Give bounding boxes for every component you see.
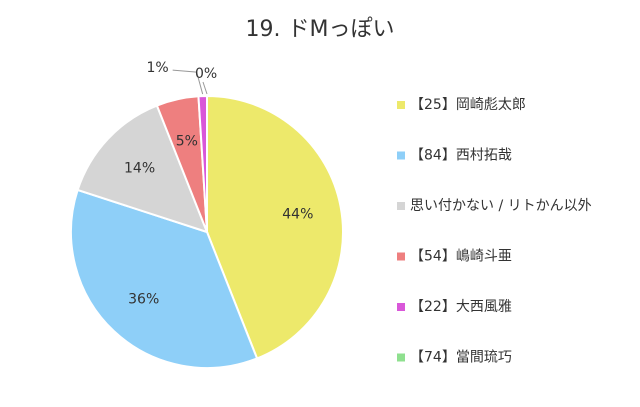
legend-label: 【25】岡崎彪太郎 bbox=[410, 97, 526, 113]
data-label: 1% bbox=[146, 60, 168, 76]
data-label: 14% bbox=[124, 161, 155, 177]
legend-swatch bbox=[397, 202, 405, 210]
legend-swatch bbox=[397, 151, 405, 160]
chart-title: 19. ドMっぽい bbox=[246, 17, 395, 42]
pie-slice bbox=[70, 188, 259, 369]
leader-line bbox=[172, 69, 204, 95]
leader-line bbox=[202, 81, 208, 95]
data-label: 5% bbox=[176, 134, 198, 150]
pie-slice bbox=[76, 104, 209, 234]
data-label: 44% bbox=[282, 207, 313, 223]
pie-slice bbox=[206, 94, 344, 360]
legend-swatch bbox=[397, 101, 405, 109]
legend-swatch bbox=[397, 353, 405, 362]
legend-swatch bbox=[397, 303, 405, 311]
legend-swatch bbox=[397, 252, 405, 261]
legend-label: 【74】當間琉巧 bbox=[410, 350, 512, 366]
legend-label: 【54】嶋崎斗亜 bbox=[410, 249, 512, 265]
data-label: 0% bbox=[195, 66, 217, 82]
data-label: 36% bbox=[128, 291, 159, 307]
legend-label: 【84】西村拓哉 bbox=[410, 148, 512, 164]
legend-label: 思い付かない / リトかん以外 bbox=[410, 198, 592, 214]
legend-label: 【22】大西風雅 bbox=[410, 299, 512, 315]
